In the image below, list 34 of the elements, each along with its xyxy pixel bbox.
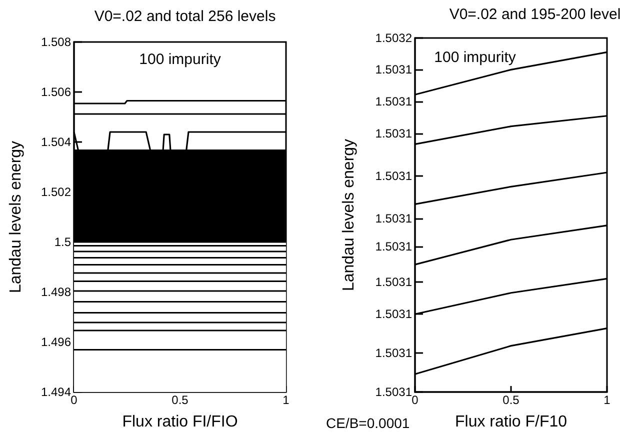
- y-tick-label: 1.5: [54, 235, 72, 249]
- annotation: 100 impurity: [434, 49, 516, 66]
- y-tick-label: 1.5031: [375, 126, 412, 140]
- y-tick-label: 1.498: [40, 285, 72, 299]
- y-tick-label: 1.5031: [375, 385, 412, 399]
- x-tick-label: 1: [604, 393, 611, 407]
- y-tick-label: 1.506: [40, 85, 72, 99]
- y-tick-label: 1.494: [40, 385, 72, 399]
- y-tick-label: 1.5031: [375, 346, 412, 360]
- x-tick-label: 0: [412, 393, 419, 407]
- y-tick-label: 1.496: [40, 335, 72, 349]
- y-tick-label: 1.5031: [375, 307, 412, 322]
- annotation: 100 impurity: [139, 51, 222, 68]
- x-tick-label: 0.5: [502, 393, 520, 407]
- y-tick-label: 1.502: [40, 185, 72, 199]
- y-tick-label: 1.5032: [375, 31, 412, 45]
- y-tick-label: 1.504: [40, 135, 72, 149]
- chart-title: V0=.02 and 195-200 level: [449, 6, 621, 23]
- x-tick-label: 0.5: [172, 393, 189, 407]
- y-tick-label: 1.5031: [375, 168, 412, 183]
- y-tick-label: 1.5031: [375, 94, 412, 109]
- y-tick-label: 1.5031: [375, 240, 412, 254]
- x-tick-label: 1: [282, 393, 290, 407]
- x-tick-label: 0: [70, 393, 78, 407]
- x-axis-title: Flux ratio F/F10: [454, 414, 568, 430]
- x-axis-title: Flux ratio FI/FIO: [122, 414, 238, 430]
- chart-title: V0=.02 and total 256 levels: [94, 8, 276, 25]
- y-axis-title: Landau levels energy: [340, 138, 358, 292]
- y-axis-title: Landau levels energy: [8, 140, 24, 294]
- text: CE/B=0.0001: [326, 415, 410, 431]
- y-tick-label: 1.5031: [375, 211, 412, 226]
- y-tick-label: 1.5031: [375, 275, 412, 290]
- y-tick-label: 1.5031: [375, 62, 412, 77]
- y-tick-label: 1.508: [40, 35, 72, 49]
